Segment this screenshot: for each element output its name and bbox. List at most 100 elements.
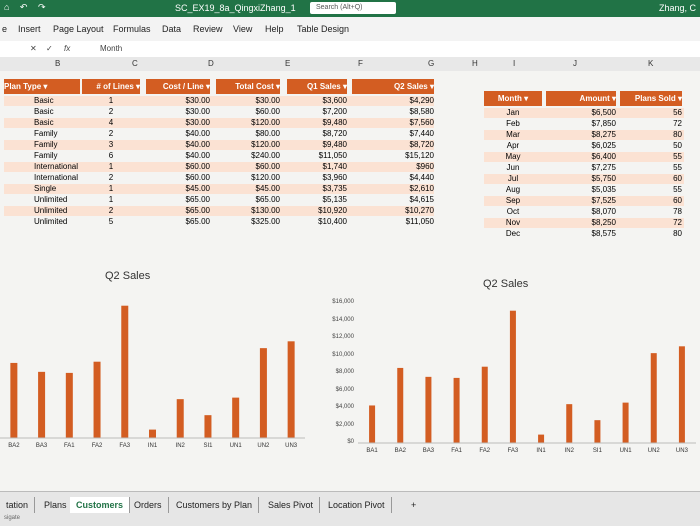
table-cell[interactable]: $3,735	[322, 184, 347, 193]
table-cell[interactable]: 2	[108, 129, 114, 138]
tab-page-layout[interactable]: Page Layout	[53, 24, 104, 34]
table-header[interactable]: Q1 Sales ▾	[287, 79, 347, 94]
table-cell[interactable]: $10,400	[318, 217, 347, 226]
bar[interactable]	[566, 404, 573, 443]
table-cell[interactable]: 1	[108, 162, 114, 171]
table-cell[interactable]: Jan	[506, 108, 520, 117]
table-cell[interactable]: Feb	[506, 119, 520, 128]
table-cell[interactable]: $15,120	[405, 151, 434, 160]
table-cell[interactable]: Basic	[34, 107, 54, 116]
bar[interactable]	[397, 367, 404, 443]
table-cell[interactable]: International	[34, 162, 79, 171]
fx-icon[interactable]: fx	[64, 44, 71, 53]
col-header[interactable]: G	[428, 59, 435, 68]
table-cell[interactable]: $65.00	[185, 195, 210, 204]
table-cell[interactable]: Family	[34, 151, 58, 160]
table-header[interactable]: Month ▾	[484, 91, 542, 106]
tab-home[interactable]: e	[2, 24, 8, 34]
col-header[interactable]: H	[472, 59, 478, 68]
table-header[interactable]: Q2 Sales ▾	[352, 79, 434, 94]
bar[interactable]	[232, 397, 240, 438]
table-cell[interactable]: Unlimited	[34, 217, 68, 226]
table-cell[interactable]: $120.00	[251, 140, 280, 149]
table-cell[interactable]: $30.00	[255, 96, 280, 105]
bar[interactable]	[678, 346, 685, 443]
table-cell[interactable]: 5	[108, 217, 114, 226]
table-cell[interactable]: 80	[673, 130, 682, 139]
table-cell[interactable]: $8,720	[322, 129, 347, 138]
quick-access-toolbar[interactable]: ⌂ ↶ ↷	[4, 2, 50, 12]
table-cell[interactable]: Family	[34, 140, 58, 149]
table-cell[interactable]: Jun	[506, 163, 520, 172]
bar[interactable]	[149, 429, 156, 438]
table-cell[interactable]: $4,290	[409, 96, 434, 105]
sheet-tab[interactable]: Plans	[38, 497, 74, 513]
table-cell[interactable]: $60.00	[185, 173, 210, 182]
table-cell[interactable]: $80.00	[255, 129, 280, 138]
table-cell[interactable]: $4,615	[409, 195, 434, 204]
table-cell[interactable]: $60.00	[255, 107, 280, 116]
bar[interactable]	[481, 366, 488, 443]
bar[interactable]	[650, 353, 657, 443]
bar[interactable]	[93, 361, 101, 438]
table-cell[interactable]: $40.00	[185, 151, 210, 160]
bar[interactable]	[287, 341, 295, 438]
table-cell[interactable]: $8,250	[591, 218, 616, 227]
table-cell[interactable]: $7,560	[409, 118, 434, 127]
table-cell[interactable]: 4	[108, 118, 114, 127]
q2-sales-chart-left[interactable]: BA2 BA3 FA1 FA2 FA3 IN1 IN2 SI1 UN1 UN2 UN3	[0, 286, 310, 456]
table-cell[interactable]: 2	[108, 107, 114, 116]
tab-view[interactable]: View	[233, 24, 253, 34]
col-header[interactable]: C	[132, 59, 138, 68]
table-cell[interactable]: $65.00	[185, 206, 210, 215]
table-cell[interactable]: $5,750	[591, 174, 616, 183]
table-cell[interactable]: Aug	[505, 185, 521, 194]
table-cell[interactable]: $65.00	[185, 217, 210, 226]
table-cell[interactable]: 55	[673, 152, 682, 161]
bar[interactable]	[369, 405, 376, 443]
bar[interactable]	[121, 305, 129, 438]
col-header[interactable]: B	[55, 59, 61, 68]
table-cell[interactable]: $960	[416, 162, 434, 171]
table-cell[interactable]: $5,135	[322, 195, 347, 204]
tab-data[interactable]: Data	[162, 24, 182, 34]
q2-sales-chart-right[interactable]: BA1 BA2 BA3 FA1 FA2 FA3 IN1 IN2 SI1 UN1 UN2 UN3	[318, 291, 700, 461]
table-header[interactable]: Plan Type ▾	[4, 79, 80, 94]
sheet-tab[interactable]: tation	[0, 497, 36, 513]
table-cell[interactable]: Mar	[506, 130, 520, 139]
user-name[interactable]: Zhang, C	[658, 3, 696, 13]
table-cell[interactable]: Basic	[34, 96, 54, 105]
table-cell[interactable]: $6,500	[591, 108, 616, 117]
table-header[interactable]: Cost / Line ▾	[146, 79, 210, 94]
table-cell[interactable]: Nov	[505, 218, 521, 227]
enter-icon[interactable]: ✓	[46, 44, 53, 53]
table-cell[interactable]: 3	[108, 140, 114, 149]
bar[interactable]	[38, 371, 46, 438]
table-cell[interactable]: 55	[673, 185, 682, 194]
table-cell[interactable]: $11,050	[318, 151, 347, 160]
table-header[interactable]: Amount ▾	[546, 91, 616, 106]
table-cell[interactable]: Dec	[505, 229, 521, 238]
cancel-icon[interactable]: ✕	[30, 44, 37, 53]
table-cell[interactable]: $7,200	[322, 107, 347, 116]
table-cell[interactable]: $30.00	[185, 96, 210, 105]
table-cell[interactable]: $8,575	[591, 229, 616, 238]
table-cell[interactable]: $30.00	[185, 118, 210, 127]
table-cell[interactable]: $4,440	[409, 173, 434, 182]
bar[interactable]	[509, 310, 516, 443]
table-cell[interactable]: $5,035	[591, 185, 616, 194]
sheet-tab[interactable]: Orders	[128, 497, 169, 513]
table-cell[interactable]: $8,720	[409, 140, 434, 149]
table-cell[interactable]: Basic	[34, 118, 54, 127]
table-cell[interactable]: 72	[673, 218, 682, 227]
sheet-tab[interactable]: Location Pivot	[322, 497, 392, 513]
table-cell[interactable]: $130.00	[251, 206, 280, 215]
table-cell[interactable]: $65.00	[255, 195, 280, 204]
bar[interactable]	[425, 376, 432, 443]
table-cell[interactable]: $30.00	[185, 107, 210, 116]
bar[interactable]	[204, 415, 212, 438]
table-cell[interactable]: $9,480	[322, 140, 347, 149]
add-sheet-button[interactable]: +	[411, 500, 417, 510]
table-cell[interactable]: $7,275	[591, 163, 616, 172]
table-cell[interactable]: 1	[108, 195, 114, 204]
